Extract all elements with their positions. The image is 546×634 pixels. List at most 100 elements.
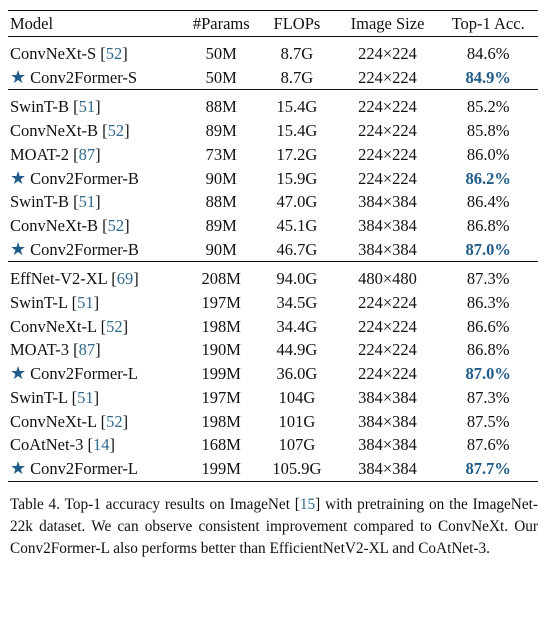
caption-label: Table 4. bbox=[10, 495, 61, 513]
model-cell: ★ Conv2Former-B bbox=[8, 238, 185, 262]
caption-text-start: Top-1 accuracy results on ImageNet bbox=[64, 495, 290, 513]
table-row: CoAtNet-3 [14] 168M 107G 384×384 87.6% bbox=[8, 433, 538, 457]
table-row: MOAT-2 [87] 73M 17.2G 224×224 86.0% bbox=[8, 143, 538, 167]
top1-acc-cell: 87.0% bbox=[465, 239, 511, 259]
citation-link[interactable]: 52 bbox=[106, 411, 123, 431]
table-row: ★ Conv2Former-B 90M 46.7G 384×384 87.0% bbox=[8, 238, 538, 262]
citation-link[interactable]: 14 bbox=[92, 435, 110, 455]
table-row: SwinT-B [51] 88M 47.0G 384×384 86.4% bbox=[8, 190, 538, 214]
model-name: Conv2Former-B bbox=[30, 168, 139, 188]
header-top1-acc: Top-1 Acc. bbox=[438, 10, 538, 37]
table-row: SwinT-L [51] 197M 34.5G 224×224 86.3% bbox=[8, 291, 538, 315]
table-header-row: Model #Params FLOPs Image Size Top-1 Acc… bbox=[8, 10, 538, 37]
model-name: Conv2Former-L bbox=[30, 364, 138, 384]
top1-acc-cell: 87.5% bbox=[466, 411, 510, 431]
results-table-figure: Model #Params FLOPs Image Size Top-1 Acc… bbox=[8, 10, 538, 560]
citation-link[interactable]: 87 bbox=[78, 340, 96, 360]
top1-acc-cell: 86.4% bbox=[466, 192, 510, 212]
top1-acc-cell: 84.6% bbox=[466, 44, 510, 63]
params-cell: 197M bbox=[201, 293, 241, 313]
top1-acc-cell: 86.8% bbox=[466, 215, 510, 235]
image-size-cell: 224×224 bbox=[358, 67, 417, 87]
table-row: ConvNeXt-B [52] 89M 45.1G 384×384 86.8% bbox=[8, 214, 538, 238]
top1-acc-cell: 87.6% bbox=[466, 435, 510, 455]
image-size-cell: 480×480 bbox=[336, 261, 439, 292]
model-name: CoAtNet-3 bbox=[10, 435, 84, 455]
citation-link[interactable]: 87 bbox=[78, 144, 96, 164]
model-cell: ConvNeXt-L [52] bbox=[10, 411, 129, 431]
model-cell: ConvNeXt-B [52] bbox=[10, 215, 130, 235]
flops-cell: 15.9G bbox=[276, 168, 318, 188]
params-cell: 73M bbox=[205, 144, 237, 164]
params-cell: 90M bbox=[205, 168, 237, 188]
table-row: ConvNeXt-L [52] 198M 101G 384×384 87.5% bbox=[8, 410, 538, 434]
citation-link[interactable]: 52 bbox=[105, 44, 123, 63]
model-cell: SwinT-L [51] bbox=[10, 387, 100, 407]
model-name: ConvNeXt-L bbox=[10, 411, 97, 431]
image-size-cell: 224×224 bbox=[358, 44, 417, 63]
model-name: ConvNeXt-L bbox=[10, 316, 97, 336]
image-size-cell: 224×224 bbox=[358, 168, 417, 188]
image-size-cell: 224×224 bbox=[358, 364, 417, 384]
image-size-cell: 224×224 bbox=[358, 121, 417, 141]
citation-link[interactable]: 69 bbox=[116, 269, 134, 289]
caption-citation[interactable]: 15 bbox=[299, 495, 316, 513]
citation-link[interactable]: 51 bbox=[77, 387, 94, 407]
image-size-cell: 224×224 bbox=[358, 293, 417, 313]
citation-link[interactable]: 52 bbox=[107, 121, 125, 141]
table-row: ★ Conv2Former-S 50M 8.7G 224×224 84.9% bbox=[8, 66, 538, 90]
flops-cell: 8.7G bbox=[280, 44, 314, 63]
top1-acc-cell: 86.2% bbox=[465, 168, 511, 188]
citation-link[interactable]: 52 bbox=[106, 316, 123, 336]
star-icon: ★ bbox=[10, 167, 27, 188]
flops-cell: 107G bbox=[278, 435, 316, 455]
model-cell: MOAT-3 [87] bbox=[10, 340, 101, 360]
model-cell: ConvNeXt-L [52] bbox=[10, 316, 129, 336]
model-name: Conv2Former-L bbox=[30, 458, 138, 478]
table-row: ConvNeXt-B [52] 89M 15.4G 224×224 85.8% bbox=[8, 119, 538, 143]
flops-cell: 44.9G bbox=[276, 340, 318, 360]
image-size-cell: 384×384 bbox=[358, 239, 417, 259]
table-row: ★ Conv2Former-B 90M 15.9G 224×224 86.2% bbox=[8, 167, 538, 191]
citation-link[interactable]: 51 bbox=[78, 192, 96, 212]
flops-cell: 17.2G bbox=[276, 144, 318, 164]
model-cell: SwinT-L [51] bbox=[10, 293, 100, 313]
params-cell: 198M bbox=[201, 316, 241, 336]
citation-link[interactable]: 51 bbox=[78, 97, 96, 117]
params-cell: 88M bbox=[205, 192, 237, 212]
model-name: SwinT-L bbox=[10, 387, 68, 407]
flops-cell: 34.5G bbox=[276, 293, 318, 313]
image-size-cell: 224×224 bbox=[358, 340, 417, 360]
params-cell: 198M bbox=[201, 411, 241, 431]
image-size-cell: 384×384 bbox=[358, 192, 417, 212]
top1-acc-cell: 86.8% bbox=[466, 340, 510, 360]
params-cell: 197M bbox=[201, 387, 241, 407]
table-row: ★ Conv2Former-L 199M 36.0G 224×224 87.0% bbox=[8, 362, 538, 386]
citation-link[interactable]: 52 bbox=[107, 215, 125, 235]
top1-acc-cell: 87.7% bbox=[438, 456, 538, 482]
flops-cell: 15.4G bbox=[276, 121, 318, 141]
model-name: SwinT-B bbox=[10, 97, 69, 117]
image-size-cell: 384×384 bbox=[358, 435, 417, 455]
flops-cell: 47.0G bbox=[276, 192, 318, 212]
top1-acc-cell: 84.9% bbox=[465, 67, 511, 87]
table-row: SwinT-L [51] 197M 104G 384×384 87.3% bbox=[8, 386, 538, 410]
header-flops: FLOPs bbox=[257, 10, 337, 37]
params-cell: 89M bbox=[205, 121, 237, 141]
model-cell: ★ Conv2Former-L bbox=[8, 456, 186, 482]
table-row: MOAT-3 [87] 190M 44.9G 224×224 86.8% bbox=[8, 338, 538, 362]
flops-cell: 15.4G bbox=[257, 89, 337, 120]
model-cell: ★ Conv2Former-B bbox=[8, 167, 185, 191]
flops-cell: 101G bbox=[278, 411, 316, 431]
model-cell: ConvNeXt-S [52] bbox=[10, 44, 128, 63]
params-cell: 199M bbox=[201, 364, 241, 384]
model-cell: ConvNeXt-B [52] bbox=[10, 121, 130, 141]
image-size-cell: 224×224 bbox=[358, 316, 417, 336]
table-row: SwinT-B [51] 88M 15.4G 224×224 85.2% bbox=[8, 89, 538, 120]
table-body: ConvNeXt-S [52] 50M 8.7G 224×224 84.6% ★ Conv2… bbox=[8, 37, 538, 482]
top1-acc-cell: 85.8% bbox=[466, 121, 510, 141]
model-name: ConvNeXt-B bbox=[10, 121, 98, 141]
table-row: ConvNeXt-L [52] 198M 34.4G 224×224 86.6% bbox=[8, 315, 538, 339]
citation-link[interactable]: 51 bbox=[77, 293, 94, 313]
top1-acc-cell: 87.0% bbox=[465, 364, 511, 384]
